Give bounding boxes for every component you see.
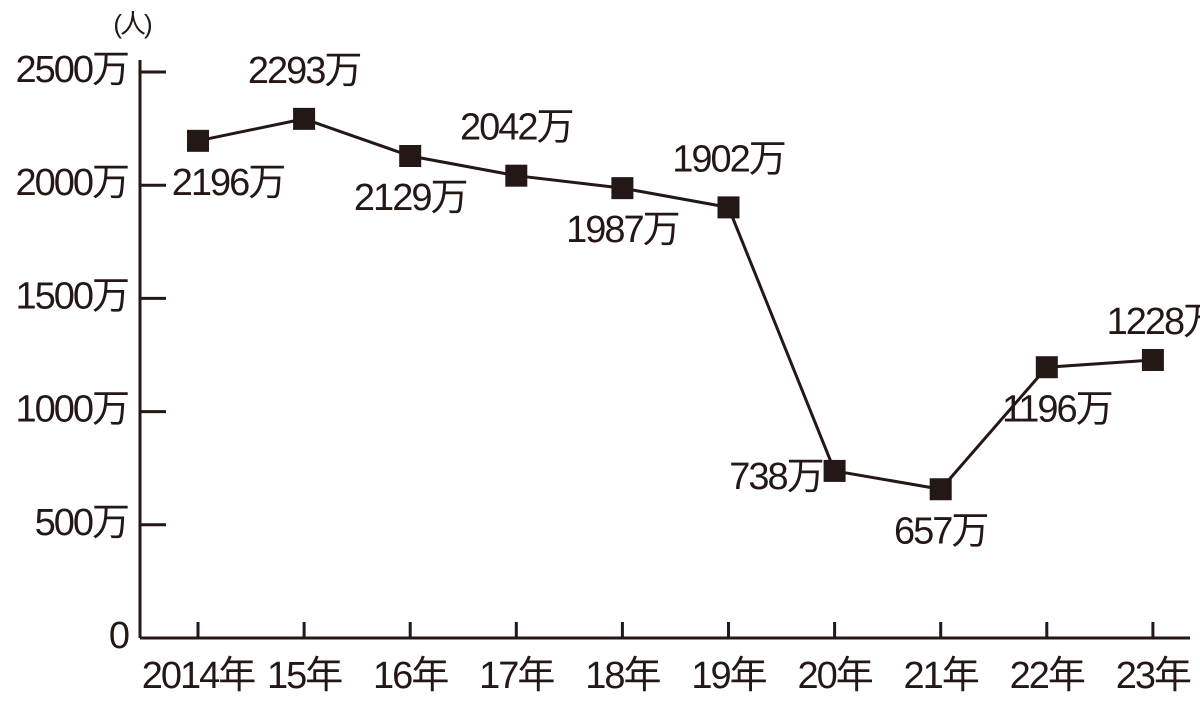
- x-tick-label: 17年: [479, 655, 554, 697]
- y-tick-label: 0: [109, 615, 129, 657]
- data-point: [823, 459, 846, 482]
- data-label: 1228万: [1107, 301, 1200, 343]
- data-point: [611, 177, 634, 200]
- x-tick-label: 22年: [1010, 655, 1085, 697]
- data-label: 1196万: [1002, 388, 1112, 430]
- data-label: 738万: [729, 456, 822, 498]
- data-label: 2196万: [172, 162, 285, 204]
- data-point: [717, 196, 740, 219]
- x-tick-label: 2014年: [142, 655, 256, 697]
- data-label: 2129万: [354, 177, 467, 219]
- data-point: [1141, 348, 1164, 371]
- data-point: [929, 478, 952, 501]
- data-label: 657万: [894, 510, 987, 552]
- x-tick-label: 15年: [267, 655, 342, 697]
- x-tick-label: 23年: [1116, 655, 1191, 697]
- data-point: [187, 129, 209, 152]
- data-label: 2042万: [460, 107, 573, 149]
- data-point: [1035, 356, 1058, 379]
- data-point: [505, 164, 528, 187]
- data-label: 1987万: [566, 209, 679, 251]
- x-tick-label: 16年: [373, 655, 448, 697]
- y-tick-label: 1500万: [15, 275, 128, 317]
- data-point: [399, 144, 422, 167]
- x-tick-label: 18年: [585, 655, 660, 697]
- data-point: [293, 107, 316, 130]
- y-tick-label: 2500万: [15, 49, 128, 91]
- x-tick-label: 19年: [691, 655, 766, 697]
- data-line: [197, 117, 1154, 491]
- y-tick-label: 500万: [35, 502, 128, 544]
- y-tick-label: 2000万: [15, 162, 128, 204]
- y-tick-label: 1000万: [15, 389, 128, 431]
- data-label: 2293万: [248, 50, 361, 92]
- data-label: 1902万: [672, 138, 785, 180]
- y-unit-label: (人): [113, 9, 152, 39]
- x-tick-label: 20年: [797, 655, 872, 697]
- x-tick-label: 21年: [904, 655, 979, 697]
